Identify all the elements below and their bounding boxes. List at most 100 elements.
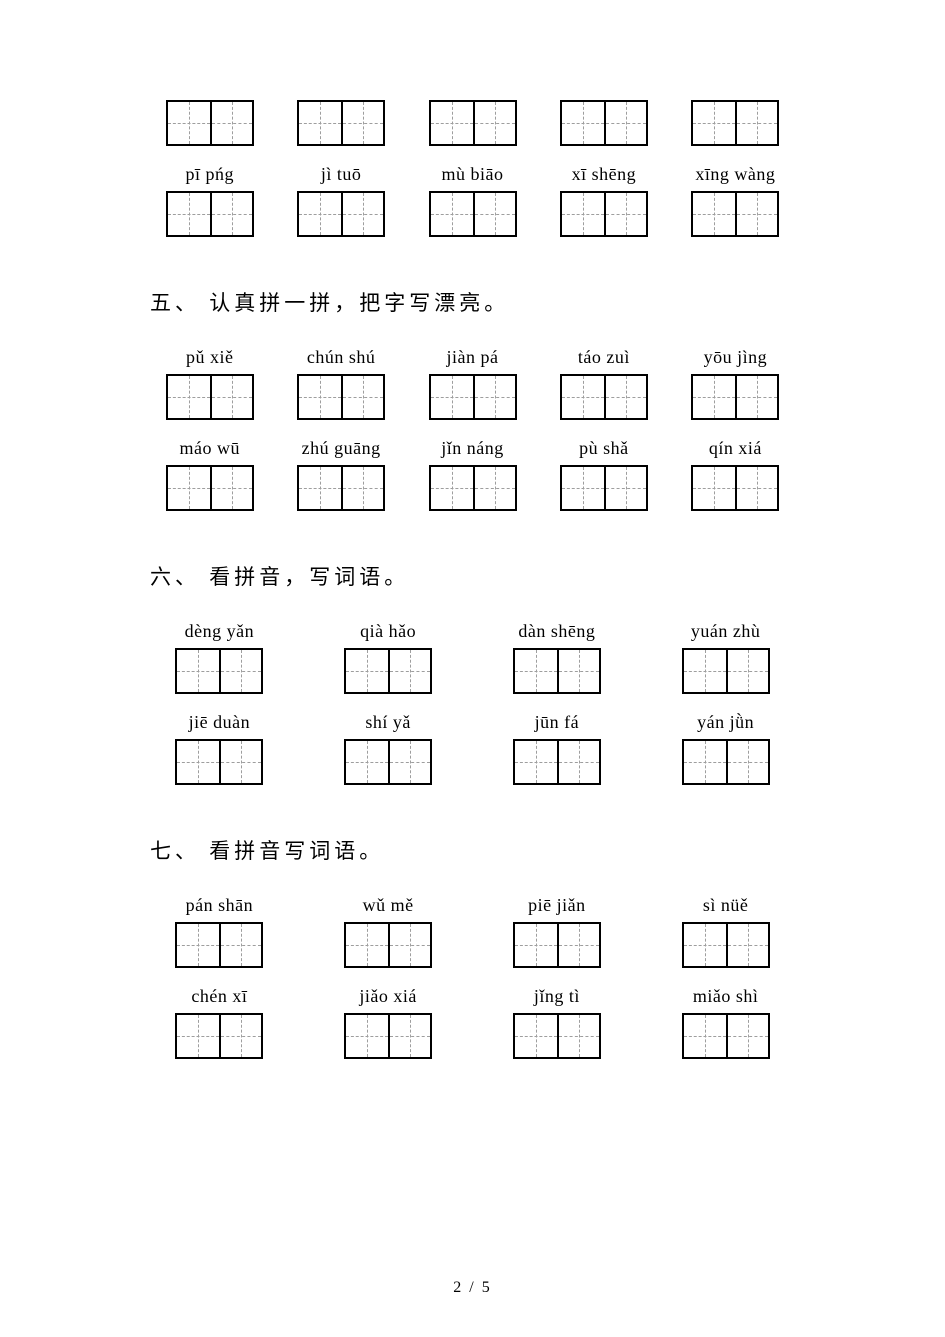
tianzige-pair [297,374,385,420]
tianzige-cell [431,376,473,418]
word-item: pù shǎ [544,428,663,511]
tianzige-pair [560,191,648,237]
word-item: wǔ mě [319,885,458,968]
tianzige-pair [682,922,770,968]
word-item [676,100,795,146]
tianzige-cell [562,376,604,418]
word-item [281,100,400,146]
tianzige-cell [473,193,515,235]
pinyin-label: jūn fá [535,712,579,733]
tianzige-cell [210,467,252,509]
word-item: yuán zhù [656,611,795,694]
word-item: yán jǜn [656,702,795,785]
tianzige-cell [219,1015,261,1057]
word-row: máo wūzhú guāngjǐn nángpù shǎqín xiá [150,428,795,511]
word-row: jiē duàn shí yǎ jūn fá yán jǜn [150,702,795,785]
tianzige-cell [177,650,219,692]
tianzige-cell [299,376,341,418]
word-item: miǎo shì [656,976,795,1059]
section-title: 六、 看拼音，写词语。 [150,561,795,591]
pinyin-label: jì tuō [321,164,362,185]
tianzige-cell [684,650,726,692]
tianzige-cell [388,741,430,783]
tianzige-cell [515,1015,557,1057]
tianzige-cell [604,467,646,509]
pinyin-label: chún shú [307,347,376,368]
pinyin-label: jiē duàn [189,712,250,733]
word-item: qià hǎo [319,611,458,694]
tianzige-cell [346,1015,388,1057]
pinyin-label: qín xiá [709,438,762,459]
pinyin-label: sì nüě [703,895,749,916]
word-item [413,100,532,146]
tianzige-cell [684,741,726,783]
tianzige-pair [560,374,648,420]
tianzige-cell [684,924,726,966]
word-item: pǔ xiě [150,337,269,420]
tianzige-cell [562,467,604,509]
page-number: 2 / 5 [0,1279,945,1297]
tianzige-cell [557,741,599,783]
tianzige-cell [168,467,210,509]
tianzige-pair [166,191,254,237]
tianzige-pair [429,191,517,237]
pinyin-label: dèng yǎn [185,621,254,642]
tianzige-cell [346,924,388,966]
tianzige-cell [473,376,515,418]
top-box-row [150,100,795,146]
tianzige-cell [341,102,383,144]
word-item: shí yǎ [319,702,458,785]
tianzige-cell [168,376,210,418]
tianzige-pair [560,100,648,146]
tianzige-pair [297,465,385,511]
tianzige-cell [515,650,557,692]
tianzige-cell [299,467,341,509]
word-item: chún shú [281,337,400,420]
tianzige-cell [557,1015,599,1057]
pinyin-label: pǔ xiě [186,347,234,368]
word-item: jūn fá [488,702,627,785]
pinyin-label: zhú guāng [302,438,381,459]
worksheet-page: pī pńgjì tuōmù biāoxī shēngxīng wàng 五、 … [0,0,945,1337]
tianzige-cell [341,376,383,418]
pinyin-label: jiǎo xiá [359,986,416,1007]
tianzige-cell [346,650,388,692]
tianzige-cell [341,193,383,235]
tianzige-cell [693,376,735,418]
tianzige-cell [693,102,735,144]
word-item: xī shēng [544,154,663,237]
word-item [544,100,663,146]
word-item: pán shān [150,885,289,968]
tianzige-pair [691,465,779,511]
pinyin-label: jǐn náng [441,438,504,459]
tianzige-cell [210,193,252,235]
word-item: jǐng tì [488,976,627,1059]
tianzige-cell [604,193,646,235]
word-row: pǔ xiěchún shújiàn pátáo zuìyōu jìng [150,337,795,420]
tianzige-pair [513,648,601,694]
pinyin-label: miǎo shì [693,986,759,1007]
tianzige-pair [513,922,601,968]
tianzige-cell [693,193,735,235]
pinyin-label: pī pńg [185,164,234,185]
word-row: dèng yǎn qià hǎo dàn shēng yuán zhù [150,611,795,694]
pinyin-label: yuán zhù [691,621,760,642]
word-item: dàn shēng [488,611,627,694]
section-title: 七、 看拼音写词语。 [150,835,795,865]
word-item: zhú guāng [281,428,400,511]
tianzige-cell [177,924,219,966]
tianzige-pair [429,100,517,146]
tianzige-pair [682,1013,770,1059]
tianzige-cell [557,650,599,692]
tianzige-cell [562,102,604,144]
tianzige-pair [691,100,779,146]
tianzige-pair [166,100,254,146]
tianzige-cell [562,193,604,235]
tianzige-cell [726,924,768,966]
tianzige-pair [344,922,432,968]
tianzige-cell [431,193,473,235]
tianzige-cell [210,102,252,144]
tianzige-pair [429,374,517,420]
tianzige-pair [166,465,254,511]
tianzige-pair [513,739,601,785]
